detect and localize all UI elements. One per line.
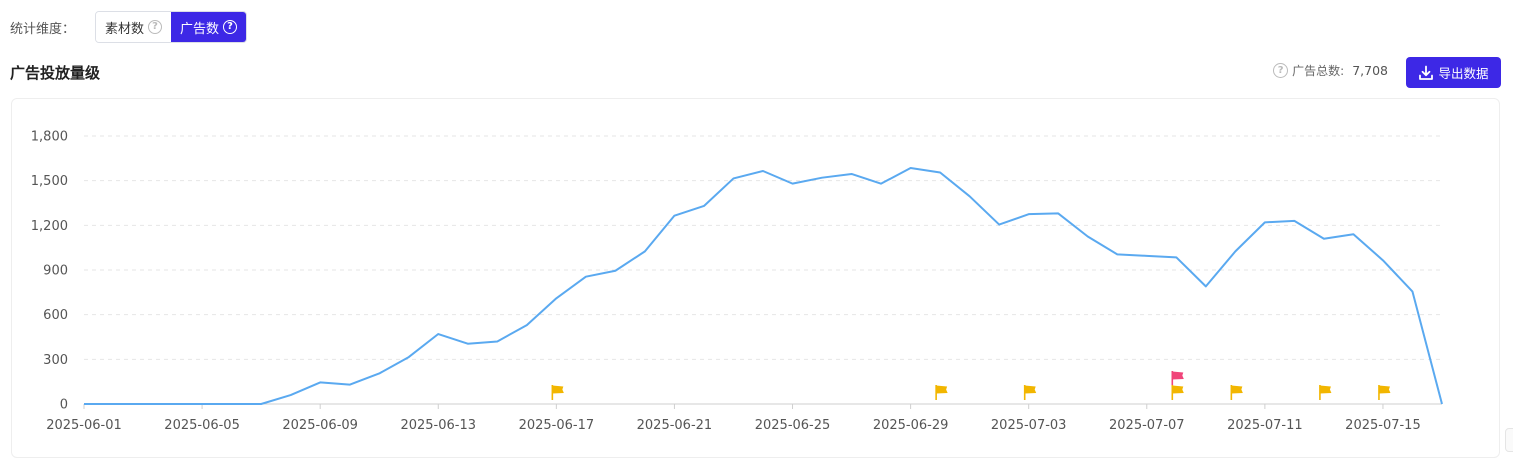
dimension-option-label: 广告数 [180, 21, 220, 37]
data-point[interactable] [1291, 218, 1297, 224]
x-tick-label: 2025-06-05 [164, 418, 240, 433]
data-point[interactable] [849, 171, 855, 177]
data-point[interactable] [1144, 253, 1150, 259]
data-point[interactable] [1203, 283, 1209, 289]
dimension-option-label: 素材数 [105, 21, 145, 37]
data-point[interactable] [996, 222, 1002, 228]
data-point[interactable] [406, 354, 412, 360]
export-data-button[interactable]: 导出数据 [1406, 57, 1501, 88]
data-point[interactable] [81, 401, 87, 407]
data-point[interactable] [1055, 210, 1061, 216]
event-flag-icon[interactable] [1319, 385, 1332, 400]
data-point[interactable] [1439, 401, 1445, 407]
y-tick-label: 300 [43, 353, 68, 368]
data-point[interactable] [1026, 211, 1032, 217]
x-tick-label: 2025-07-11 [1227, 418, 1303, 433]
scroll-handle[interactable] [1505, 428, 1513, 452]
data-point[interactable] [701, 203, 707, 209]
series-line [84, 167, 1443, 405]
x-tick-label: 2025-07-15 [1345, 418, 1421, 433]
event-flag-icon[interactable] [551, 385, 564, 400]
line-chart: 0 300 600 900 1,200 1,500 1,800 2025-06-01 2025-… [31, 130, 1445, 433]
data-point[interactable] [376, 370, 382, 376]
data-point[interactable] [288, 392, 294, 398]
data-point[interactable] [1232, 248, 1238, 254]
data-point[interactable] [170, 401, 176, 407]
data-point[interactable] [967, 193, 973, 199]
data-point[interactable] [229, 401, 235, 407]
data-point[interactable] [612, 268, 618, 274]
y-tick-label: 900 [43, 264, 68, 279]
total-count: ? 广告总数: 7,708 [1273, 62, 1388, 79]
help-icon[interactable]: ? [223, 20, 238, 34]
data-point[interactable] [583, 274, 589, 280]
data-point[interactable] [1114, 251, 1120, 257]
total-label: 广告总数: [1292, 64, 1345, 78]
data-point[interactable] [937, 169, 943, 175]
data-point[interactable] [1409, 289, 1415, 295]
dimension-selector: 统计维度： 素材数 ? 广告数 ? [10, 11, 248, 43]
event-flag-icon[interactable] [1171, 385, 1184, 400]
data-point[interactable] [1262, 219, 1268, 225]
export-label: 导出数据 [1438, 66, 1489, 81]
x-tick-label: 2025-06-25 [755, 418, 831, 433]
dimension-segmented-control: 素材数 ? 广告数 ? [95, 11, 248, 43]
x-tick-label: 2025-06-29 [873, 418, 949, 433]
data-point[interactable] [1380, 257, 1386, 263]
data-point[interactable] [140, 401, 146, 407]
help-icon[interactable]: ? [1273, 63, 1289, 78]
x-tick-label: 2025-07-03 [991, 418, 1067, 433]
event-flag-icon[interactable] [1230, 385, 1243, 400]
data-point[interactable] [1321, 236, 1327, 242]
x-tick-label: 2025-06-17 [519, 418, 595, 433]
event-flag-icon[interactable] [1023, 385, 1037, 400]
y-tick-label: 1,200 [31, 219, 68, 234]
help-icon[interactable]: ? [148, 20, 163, 34]
data-point[interactable] [642, 248, 648, 254]
x-tick-label: 2025-07-07 [1109, 418, 1185, 433]
x-tick-label: 2025-06-13 [400, 418, 476, 433]
section-title: 广告投放量级 [10, 64, 101, 82]
data-point[interactable] [494, 338, 500, 344]
data-point[interactable] [671, 213, 677, 219]
data-point[interactable] [111, 401, 117, 407]
data-point[interactable] [465, 341, 471, 347]
event-flag-icon[interactable] [935, 385, 948, 400]
data-point[interactable] [819, 175, 825, 181]
y-tick-label: 0 [60, 398, 68, 413]
event-flag-icon[interactable] [1378, 385, 1391, 400]
data-point[interactable] [347, 382, 353, 388]
data-point[interactable] [1085, 234, 1091, 240]
x-tick-label: 2025-06-21 [637, 418, 713, 433]
y-tick-label: 1,800 [31, 130, 68, 145]
event-flag-pink-icon[interactable] [1171, 371, 1184, 386]
total-value: 7,708 [1352, 63, 1388, 78]
data-point[interactable] [760, 168, 766, 174]
download-icon [1419, 65, 1434, 80]
data-point[interactable] [553, 295, 559, 301]
data-point[interactable] [878, 181, 884, 187]
data-point[interactable] [1350, 231, 1356, 237]
dimension-label: 统计维度： [10, 21, 76, 37]
x-tick-label: 2025-06-09 [282, 418, 358, 433]
data-point[interactable] [730, 175, 736, 181]
data-point[interactable] [790, 181, 796, 187]
dimension-option-material-count[interactable]: 素材数 ? [96, 12, 172, 42]
chart-card: 0 300 600 900 1,200 1,500 1,800 2025-06-01 2025-… [11, 98, 1500, 458]
x-tick-label: 2025-06-01 [46, 418, 122, 433]
data-point[interactable] [524, 322, 530, 328]
data-point[interactable] [258, 401, 264, 407]
data-point[interactable] [317, 379, 323, 385]
data-point[interactable] [908, 165, 914, 171]
y-tick-label: 600 [43, 308, 68, 323]
dimension-option-ad-count[interactable]: 广告数 ? [171, 12, 247, 42]
data-point[interactable] [1173, 254, 1179, 260]
data-point[interactable] [435, 331, 441, 337]
y-tick-label: 1,500 [31, 174, 68, 189]
data-point[interactable] [199, 401, 205, 407]
